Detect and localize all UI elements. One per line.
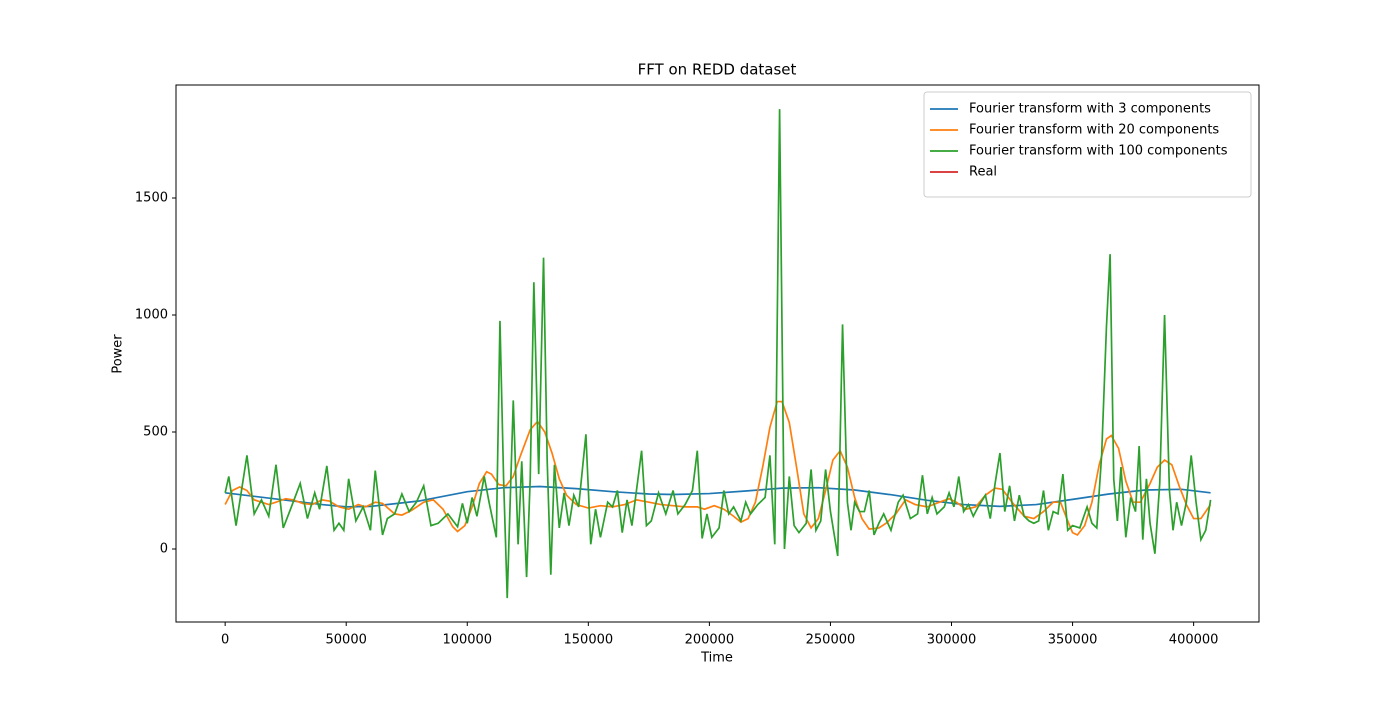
x-tick-label: 100000 xyxy=(442,633,492,648)
x-tick-label: 50000 xyxy=(326,633,367,648)
plot-frame xyxy=(175,84,1260,623)
x-tick-label: 200000 xyxy=(685,633,735,648)
legend-label: Fourier transform with 20 components xyxy=(969,123,1219,138)
legend-box xyxy=(923,91,1252,198)
y-tick-label: 0 xyxy=(160,541,168,556)
x-tick-label: 400000 xyxy=(1169,633,1219,648)
legend-label: Fourier transform with 100 components xyxy=(969,144,1228,159)
y-tick-label: 1500 xyxy=(135,191,168,206)
legend-label: Real xyxy=(969,165,997,180)
x-tick-label: 300000 xyxy=(927,633,977,648)
y-axis-label: Power xyxy=(111,334,126,374)
legend-label: Fourier transform with 3 components xyxy=(969,102,1211,117)
chart-title: FFT on REDD dataset xyxy=(638,61,797,79)
x-tick-label: 250000 xyxy=(806,633,856,648)
series-line xyxy=(224,109,1212,599)
x-tick-label: 350000 xyxy=(1048,633,1098,648)
x-axis-label: Time xyxy=(700,651,733,666)
y-tick-label: 500 xyxy=(143,425,168,440)
x-tick-label: 150000 xyxy=(564,633,614,648)
y-tick-label: 1000 xyxy=(135,308,168,323)
x-tick-label: 0 xyxy=(221,633,229,648)
